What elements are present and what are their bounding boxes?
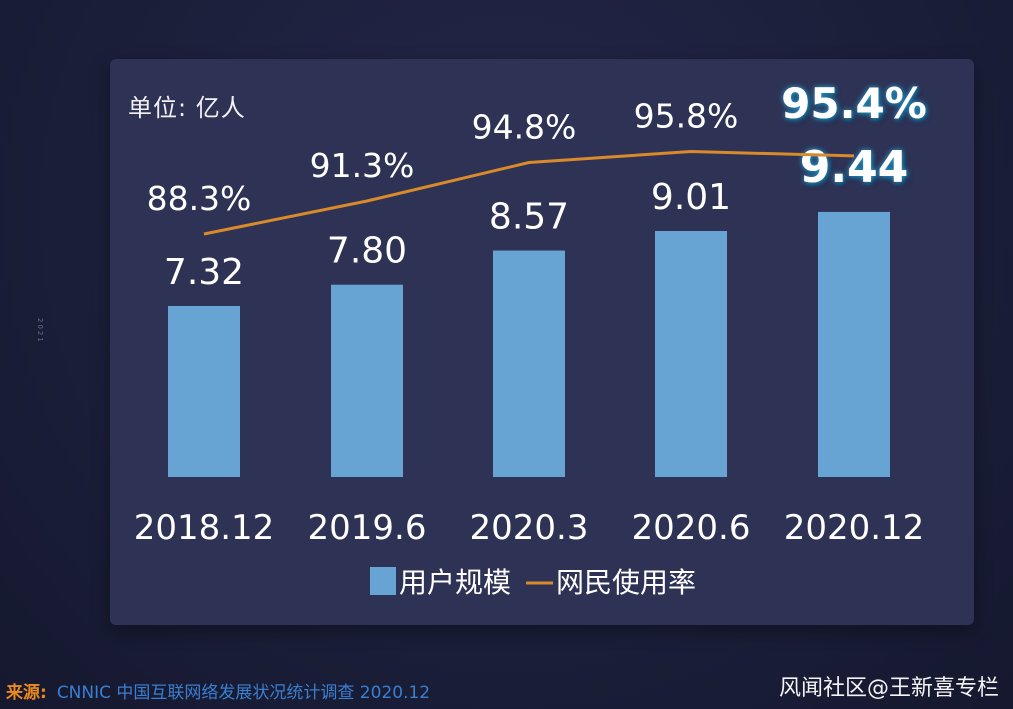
bar-2019.6 — [331, 284, 403, 477]
bar-value-label-2020.3: 8.57 — [489, 197, 569, 238]
x-tick-2020.12: 2020.12 — [784, 508, 925, 548]
legend-label-users: 用户规模 — [399, 566, 511, 599]
rate-label-2019.6: 91.3% — [310, 146, 415, 185]
bar-2020.6 — [655, 231, 727, 477]
source-text: CNNIC 中国互联网络发展状况统计调查 2020.12 — [56, 683, 431, 703]
bar-2020.12 — [818, 211, 890, 478]
legend-label-rate: 网民使用率 — [556, 566, 696, 599]
rate-label-2020.3: 94.8% — [472, 108, 577, 147]
brand-watermark: 风闻社区@王新喜专栏 — [778, 676, 999, 701]
bar-value-label-2020.12: 9.44 — [800, 142, 909, 193]
bar-value-label-2020.6: 9.01 — [651, 177, 731, 218]
rate-label-2018.12: 88.3% — [147, 179, 252, 218]
legend-bar-swatch — [370, 567, 396, 595]
rate-label-2020.12: 95.4% — [781, 79, 927, 128]
bar-value-label-2019.6: 7.80 — [327, 231, 407, 272]
side-year-text: 2021 — [36, 318, 44, 344]
x-tick-2020.6: 2020.6 — [632, 508, 751, 548]
x-tick-2018.12: 2018.12 — [134, 508, 275, 548]
bar-2018.12 — [168, 306, 240, 477]
rate-label-2020.6: 95.8% — [634, 97, 739, 136]
source-key: 来源: — [6, 683, 47, 703]
usage-rate-line — [203, 150, 855, 236]
bar-2020.3 — [493, 250, 565, 477]
bar-value-label-2018.12: 7.32 — [164, 252, 244, 293]
source-note: 来源: CNNIC 中国互联网络发展状况统计调查 2020.12 — [6, 678, 430, 703]
x-tick-2020.3: 2020.3 — [470, 508, 589, 548]
unit-label: 单位: 亿人 — [128, 94, 246, 122]
x-tick-2019.6: 2019.6 — [308, 508, 427, 548]
